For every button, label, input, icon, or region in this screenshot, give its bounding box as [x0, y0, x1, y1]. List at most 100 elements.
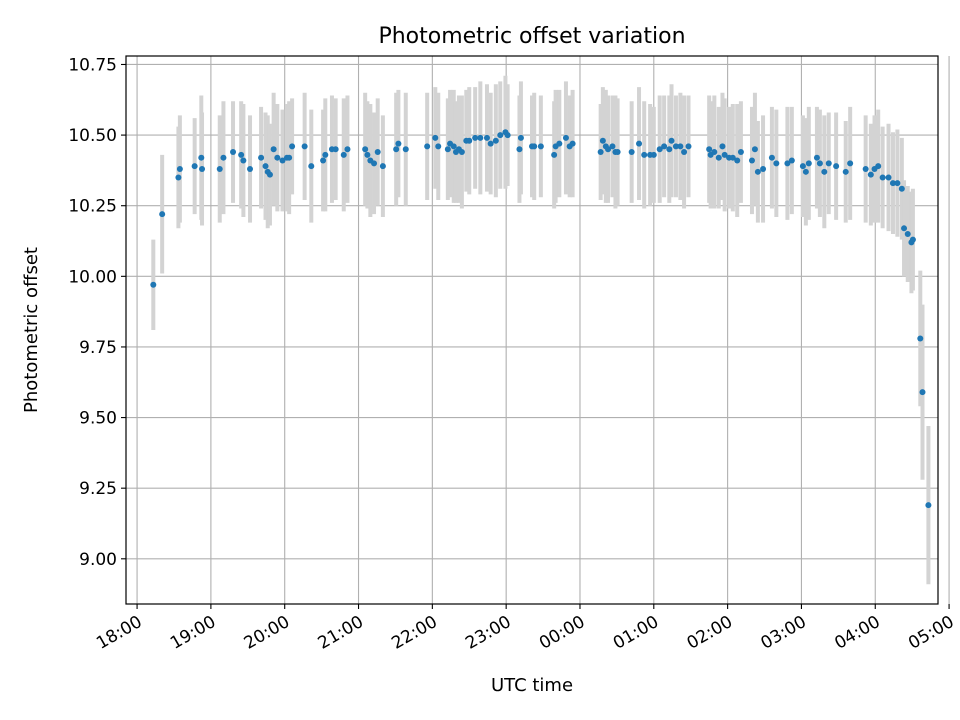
- y-tick-label: 10.00: [68, 267, 117, 287]
- data-point: [917, 335, 924, 342]
- data-point: [867, 171, 874, 178]
- data-point: [322, 151, 329, 158]
- data-point: [374, 149, 381, 156]
- data-point: [898, 185, 905, 192]
- data-point: [289, 143, 296, 150]
- data-point: [788, 157, 795, 164]
- data-point: [599, 137, 606, 144]
- data-point: [247, 165, 254, 172]
- data-point: [487, 140, 494, 147]
- data-point: [332, 146, 339, 153]
- data-point: [531, 143, 538, 150]
- data-point: [258, 154, 265, 161]
- data-point: [904, 230, 911, 237]
- data-point: [569, 140, 576, 147]
- data-point: [266, 171, 273, 178]
- data-point: [477, 134, 484, 141]
- data-point: [833, 163, 840, 170]
- data-point: [706, 146, 713, 153]
- data-point: [862, 165, 869, 172]
- data-point: [230, 149, 237, 156]
- data-point: [894, 180, 901, 187]
- data-point: [748, 157, 755, 164]
- data-point: [650, 151, 657, 158]
- data-point: [677, 143, 684, 150]
- data-point: [760, 165, 767, 172]
- data-point: [562, 134, 569, 141]
- data-point: [379, 163, 386, 170]
- data-point: [825, 160, 832, 167]
- data-point: [734, 157, 741, 164]
- data-point: [240, 157, 247, 164]
- data-point: [320, 157, 327, 164]
- data-point: [784, 160, 791, 167]
- data-point: [395, 140, 402, 147]
- data-point: [609, 143, 616, 150]
- data-point: [216, 165, 223, 172]
- data-point: [556, 140, 563, 147]
- data-point: [483, 134, 490, 141]
- data-point: [159, 211, 166, 218]
- data-point: [751, 146, 758, 153]
- data-point: [175, 174, 182, 181]
- data-point: [847, 160, 854, 167]
- data-point: [450, 143, 457, 150]
- data-point: [220, 154, 227, 161]
- data-points: [150, 129, 932, 509]
- data-point: [504, 132, 511, 139]
- data-point: [517, 134, 524, 141]
- data-point: [605, 146, 612, 153]
- data-point: [614, 149, 621, 156]
- data-point: [919, 389, 926, 396]
- data-point: [729, 154, 736, 161]
- data-point: [754, 168, 761, 175]
- y-tick-label: 9.75: [79, 338, 117, 358]
- data-point: [364, 151, 371, 158]
- data-point: [821, 168, 828, 175]
- data-point: [497, 132, 504, 139]
- data-point: [656, 146, 663, 153]
- data-point: [199, 165, 206, 172]
- data-point: [435, 143, 442, 150]
- data-point: [711, 149, 718, 156]
- data-point: [308, 163, 315, 170]
- data-point: [668, 137, 675, 144]
- data-point: [681, 149, 688, 156]
- data-point: [432, 134, 439, 141]
- plot-area-frame: [125, 55, 939, 605]
- data-point: [466, 137, 473, 144]
- data-point: [340, 151, 347, 158]
- data-point: [238, 151, 245, 158]
- data-point: [875, 163, 882, 170]
- data-point: [636, 140, 643, 147]
- data-point: [901, 225, 908, 232]
- y-tick-label: 10.25: [68, 197, 117, 217]
- data-point: [551, 151, 558, 158]
- data-point: [768, 154, 775, 161]
- data-point: [721, 151, 728, 158]
- data-point: [198, 154, 205, 161]
- data-point: [773, 160, 780, 167]
- y-axis-label: Photometric offset: [21, 247, 42, 413]
- y-tick-label: 10.50: [68, 126, 117, 146]
- data-point: [150, 281, 157, 288]
- data-point: [537, 143, 544, 150]
- data-point: [301, 143, 308, 150]
- data-point: [424, 143, 431, 150]
- data-point: [191, 163, 198, 170]
- data-point: [371, 160, 378, 167]
- data-point: [492, 137, 499, 144]
- data-point: [799, 163, 806, 170]
- data-point: [458, 149, 465, 156]
- data-point: [715, 154, 722, 161]
- data-point: [661, 143, 668, 150]
- data-point: [813, 154, 820, 161]
- data-point: [274, 154, 281, 161]
- data-point: [402, 146, 409, 153]
- data-point: [393, 146, 400, 153]
- data-point: [885, 174, 892, 181]
- data-point: [672, 143, 679, 150]
- data-point: [286, 154, 293, 161]
- data-point: [597, 149, 604, 156]
